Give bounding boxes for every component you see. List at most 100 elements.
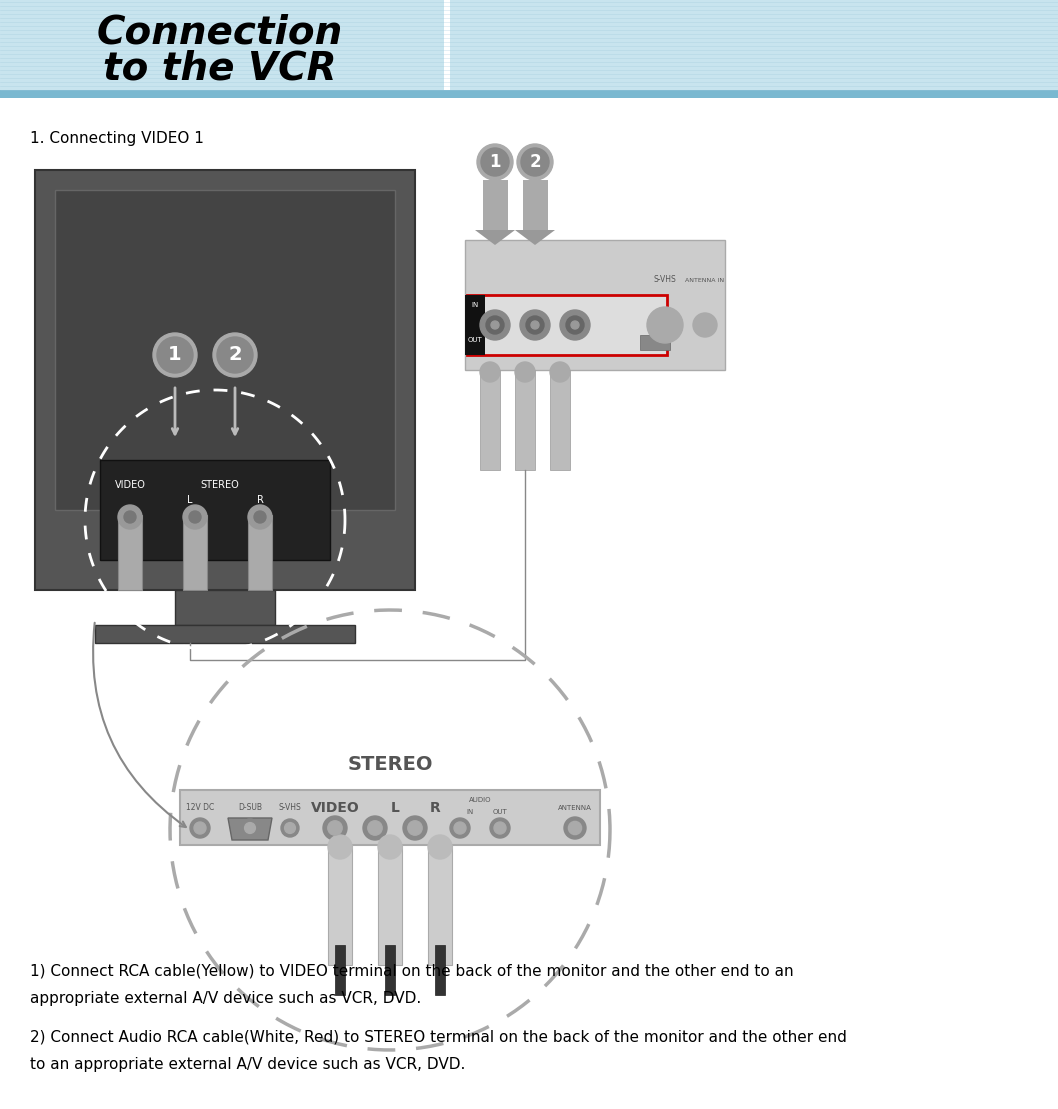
Text: 2: 2 [529,153,541,171]
Circle shape [281,820,299,837]
Text: R: R [256,495,263,505]
Bar [180,790,600,845]
Bar [480,370,500,470]
Text: to the VCR: to the VCR [104,49,336,87]
Circle shape [486,316,504,334]
Text: 2) Connect Audio RCA cable(White, Red) to STEREO terminal on the back of the mon: 2) Connect Audio RCA cable(White, Red) t… [30,1029,846,1044]
Circle shape [407,821,422,835]
Text: L: L [187,495,193,505]
Circle shape [647,307,683,343]
Circle shape [124,511,136,523]
Circle shape [517,144,553,180]
Bar [118,515,142,590]
Text: ANTENNA: ANTENNA [558,805,591,811]
Circle shape [490,818,510,838]
Text: S-VHS: S-VHS [278,804,302,813]
Text: Connection: Connection [97,13,343,51]
Bar [435,945,445,995]
Circle shape [248,505,272,529]
Text: IN: IN [472,302,478,308]
Circle shape [531,321,539,329]
Circle shape [153,333,197,377]
Circle shape [568,822,582,835]
Bar [467,295,667,355]
Circle shape [118,505,142,529]
Text: to an appropriate external A/V device such as VCR, DVD.: to an appropriate external A/V device su… [30,1057,466,1072]
Bar [466,240,725,370]
Circle shape [244,823,255,833]
Text: R: R [430,801,440,815]
Bar [444,0,450,95]
Text: 2: 2 [229,346,242,365]
Circle shape [189,511,201,523]
Text: OUT: OUT [468,337,482,343]
Circle shape [254,511,266,523]
Bar [55,190,395,510]
Bar [515,370,535,470]
Circle shape [328,821,342,835]
Circle shape [564,817,586,840]
Bar [328,845,352,965]
Text: STEREO: STEREO [201,480,239,490]
Circle shape [481,147,509,176]
Text: L: L [390,801,400,815]
Bar [0,90,1058,98]
Circle shape [450,818,470,838]
Circle shape [194,822,206,834]
Circle shape [526,316,544,334]
Bar [183,515,207,590]
Circle shape [403,816,427,840]
Text: 1: 1 [168,346,182,365]
Polygon shape [515,230,555,245]
Polygon shape [229,818,272,840]
Text: 12V DC: 12V DC [186,804,214,813]
Circle shape [477,144,513,180]
FancyBboxPatch shape [0,0,445,95]
Circle shape [521,147,549,176]
Bar [175,590,275,625]
Bar [523,180,548,235]
Circle shape [217,337,253,373]
Text: AUDIO: AUDIO [469,797,491,803]
Bar [484,180,508,235]
Circle shape [560,311,590,340]
Circle shape [494,822,506,834]
FancyBboxPatch shape [450,0,1058,95]
Bar [466,295,485,325]
Circle shape [693,313,717,337]
Bar [640,335,670,350]
Bar [248,515,272,590]
Text: S-VHS: S-VHS [654,275,676,284]
Circle shape [480,362,500,381]
Text: OUT: OUT [493,808,508,815]
Circle shape [566,316,584,334]
Circle shape [241,820,259,837]
Circle shape [378,835,402,859]
Bar [385,945,395,995]
Bar [35,170,415,590]
Bar [428,845,452,965]
Bar [378,845,402,965]
Circle shape [368,821,382,835]
Bar [335,945,345,995]
Text: ANTENNA IN: ANTENNA IN [686,278,725,283]
Circle shape [285,823,295,833]
Text: STEREO: STEREO [347,755,433,774]
Bar [101,460,330,560]
Circle shape [363,816,387,840]
Circle shape [480,311,510,340]
Bar [550,370,570,470]
Text: IN: IN [467,808,474,815]
Circle shape [515,362,535,381]
Circle shape [454,822,466,834]
Polygon shape [475,230,515,245]
Bar [95,625,355,643]
Text: 1: 1 [489,153,500,171]
Circle shape [190,818,209,838]
Text: VIDEO: VIDEO [114,480,145,490]
Bar [466,325,485,355]
Text: 1. Connecting VIDEO 1: 1. Connecting VIDEO 1 [30,131,204,145]
Circle shape [157,337,193,373]
Circle shape [323,816,347,840]
Text: appropriate external A/V device such as VCR, DVD.: appropriate external A/V device such as … [30,991,421,1006]
